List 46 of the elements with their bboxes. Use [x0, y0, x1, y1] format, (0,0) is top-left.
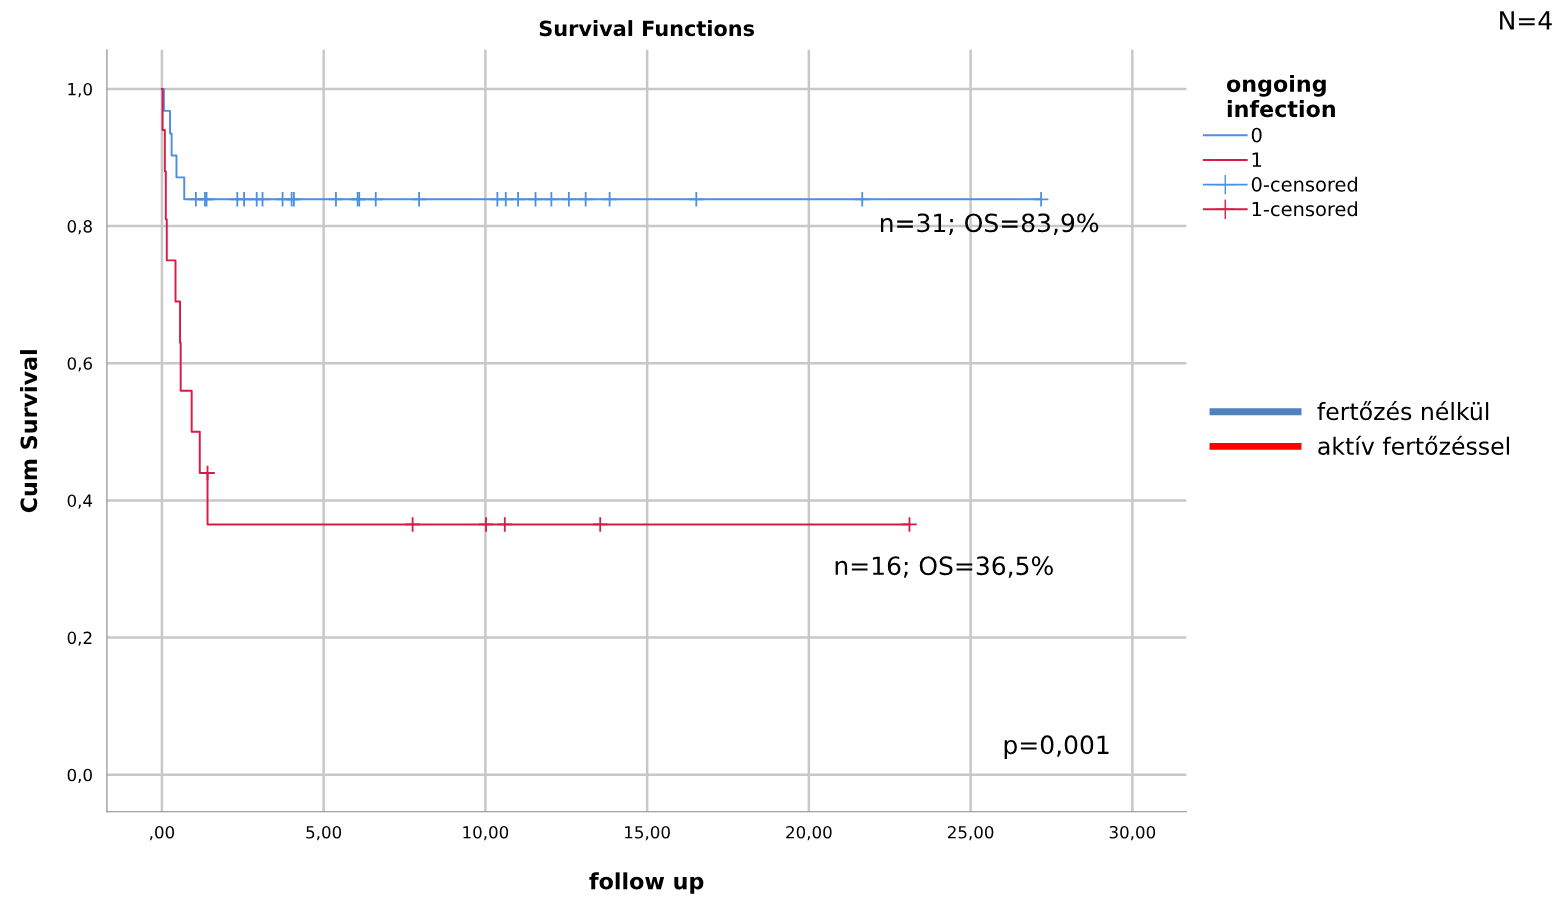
y-axis-title: Cum Survival — [20, 350, 38, 513]
y-tick-label: 1,0 — [68, 82, 92, 98]
legend-label: 1-censored — [1252, 201, 1358, 217]
point — [601, 191, 618, 208]
point — [509, 191, 527, 208]
point — [527, 191, 544, 208]
legend-label: 0 — [1251, 127, 1262, 143]
legend-label: 0-censored — [1251, 176, 1358, 192]
point — [404, 516, 421, 533]
annotation: n=31; OS=83,9% — [880, 213, 1099, 235]
x-tick-label: 25,00 — [947, 825, 994, 841]
point — [497, 191, 514, 208]
y-tick-label: 0,4 — [67, 494, 93, 509]
legend-label: aktív fertőzéssel — [1318, 435, 1509, 455]
point — [367, 191, 384, 208]
x-tick-label: 20,00 — [786, 825, 832, 841]
y-tick-label: 0,0 — [67, 768, 92, 784]
point — [901, 516, 918, 533]
legend-title: ongoing infection — [1226, 74, 1335, 118]
x-tick-label: 15,00 — [625, 825, 670, 841]
point — [688, 191, 705, 208]
y-tick-label: 0,6 — [67, 357, 92, 372]
point — [560, 191, 578, 208]
annotation: p=0,001 — [1004, 735, 1109, 760]
point — [327, 191, 345, 208]
x-tick-label: 10,00 — [463, 825, 509, 841]
x-tick-label: 5,00 — [306, 825, 342, 841]
point — [577, 191, 594, 208]
legend-label: 1 — [1252, 152, 1262, 167]
point — [477, 516, 495, 533]
point — [854, 191, 871, 208]
y-tick-label: 0,2 — [67, 631, 92, 646]
text: N=4 — [1500, 11, 1552, 30]
chart-title: Survival Functions — [539, 20, 755, 37]
annotation: n=16; OS=36,5% — [835, 556, 1053, 578]
x-axis-title: follow up — [589, 872, 704, 894]
point — [496, 516, 513, 533]
x-tick-label: ,00 — [149, 825, 175, 841]
y-tick-label: 0,8 — [67, 220, 92, 235]
point — [1032, 191, 1050, 208]
point — [543, 191, 560, 208]
point — [254, 191, 271, 208]
point — [410, 191, 428, 208]
point — [592, 516, 609, 533]
x-tick-label: 30,00 — [1109, 825, 1156, 841]
legend-label: fertőzés nélkül — [1317, 401, 1489, 421]
